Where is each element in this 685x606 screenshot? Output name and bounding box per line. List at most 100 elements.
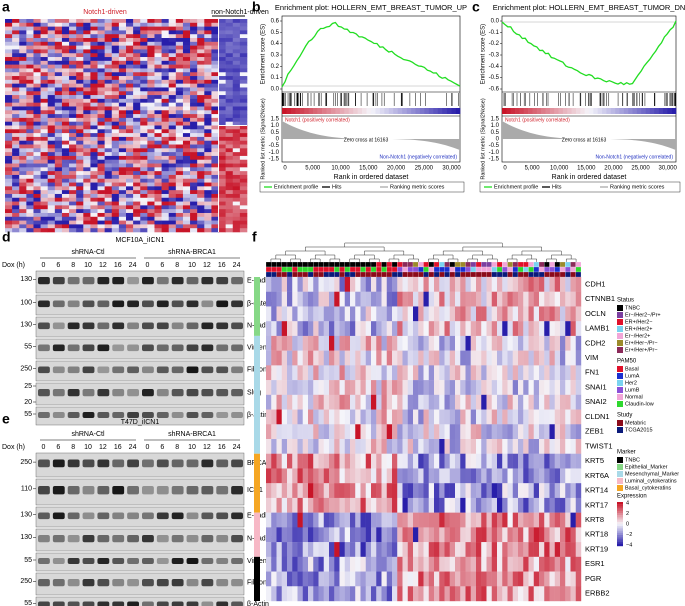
dendrogram [526, 258, 537, 263]
heatmap-cell [90, 155, 98, 161]
heatmap-cell [168, 68, 177, 73]
heatmap-cell [218, 152, 226, 157]
heatmap-cell [126, 171, 134, 176]
heatmap-cell [161, 228, 170, 233]
band [142, 300, 154, 308]
heatmap-cell [69, 64, 77, 69]
heatmap-cell [76, 148, 84, 153]
heatmap-cell [470, 497, 477, 513]
rank-bar [433, 108, 439, 114]
rank-bar [554, 108, 559, 114]
heatmap-cell [190, 19, 198, 24]
heatmap-cell [19, 30, 27, 35]
heatmap-cell [308, 571, 314, 587]
heatmap-cell [502, 439, 508, 454]
heatmap-cell [218, 121, 226, 126]
heatmap-cell [147, 171, 155, 176]
heatmap-cell [225, 228, 234, 233]
heatmap-cell [90, 163, 98, 168]
heatmap-cell [40, 30, 49, 35]
heatmap-cell [302, 291, 309, 307]
heatmap-cell [339, 291, 345, 307]
heatmap-cell [313, 586, 319, 602]
rank-bar [628, 108, 633, 114]
heatmap-cell [83, 186, 91, 191]
dendrogram [364, 250, 405, 255]
heatmap-cell [168, 144, 177, 149]
heatmap-cell [418, 424, 424, 440]
heatmap-cell [33, 64, 41, 69]
heatmap-cell [239, 41, 248, 46]
heatmap-cell [40, 41, 49, 46]
heatmap-cell [239, 209, 248, 214]
heatmap-cell [54, 91, 63, 96]
annotation-cell [554, 271, 561, 278]
heatmap-cell [302, 439, 309, 454]
heatmap-cell [386, 483, 393, 499]
x-tick-label: 30,000 [659, 166, 678, 172]
heatmap-cell [12, 228, 20, 233]
heatmap-cell [61, 174, 70, 180]
heatmap-cell [434, 409, 440, 425]
heatmap-cell [407, 380, 414, 396]
heatmap-cell [455, 394, 461, 410]
heatmap-cell [232, 22, 241, 27]
heatmap-cell [232, 133, 241, 138]
band [186, 579, 199, 587]
heatmap-cell [481, 350, 487, 366]
heatmap-cell [239, 163, 248, 168]
heatmap-cell [97, 197, 105, 202]
heatmap-cell [302, 306, 309, 322]
heatmap-cell [218, 174, 226, 180]
heatmap-cell [104, 220, 113, 225]
heatmap-cell [491, 527, 498, 543]
heatmap-cell [287, 571, 293, 587]
heatmap-cell [470, 365, 477, 381]
heatmap-cell [225, 64, 234, 69]
heatmap-cell [334, 365, 340, 381]
heatmap-cell [47, 79, 56, 84]
band [38, 344, 50, 352]
annotation-cell [433, 266, 440, 273]
heatmap-cell [40, 83, 49, 88]
heatmap-cell [470, 527, 477, 543]
annotation-cell [402, 271, 408, 278]
heatmap-cell [5, 228, 13, 233]
colorbar [617, 504, 623, 507]
heatmap-cell [554, 424, 561, 440]
y-tick-label: 1.5 [271, 117, 280, 123]
annotation-cell [528, 271, 534, 278]
heatmap-cell [26, 159, 34, 164]
heatmap-cell [507, 321, 513, 337]
heatmap-cell [418, 380, 424, 396]
heatmap-cell [40, 91, 49, 96]
heatmap-cell [575, 497, 582, 513]
heatmap-cell [502, 291, 508, 307]
heatmap-cell [154, 163, 162, 168]
heatmap-cell [111, 159, 120, 164]
heatmap-cell [225, 152, 234, 157]
heatmap-cell [528, 439, 534, 454]
heatmap-cell [365, 424, 372, 440]
band [231, 300, 243, 308]
heatmap-cell [47, 45, 56, 50]
rank-bar [562, 108, 568, 114]
dendrogram [270, 258, 282, 263]
heatmap-cell [402, 512, 408, 528]
heatmap-cell [5, 136, 13, 142]
heatmap-cell [182, 220, 191, 225]
heatmap-cell [334, 380, 340, 396]
heatmap-cell [33, 83, 41, 88]
heatmap-cell [33, 57, 41, 62]
heatmap-cell [218, 155, 226, 161]
heatmap-cell [12, 102, 20, 107]
heatmap-cell [371, 394, 377, 410]
heatmap-cell [182, 114, 191, 119]
heatmap-cell [40, 159, 49, 164]
heatmap-cell [90, 30, 98, 35]
heatmap-cell [61, 49, 70, 54]
heatmap-cell [154, 212, 162, 218]
marker-bar [254, 453, 260, 513]
annotation-cell [481, 266, 487, 273]
heatmap-cell [339, 350, 345, 366]
